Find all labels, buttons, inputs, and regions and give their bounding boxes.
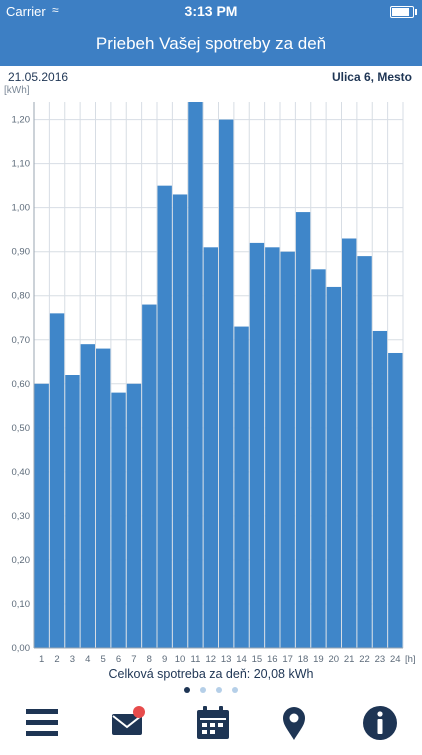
y-tick-label: 0,80 [12,291,31,302]
x-tick-label: 3 [70,654,75,665]
x-tick-label: 17 [282,654,293,665]
bar[interactable] [249,242,265,648]
x-tick-label: 21 [344,654,355,665]
status-bar: Carrier ≈ 3:13 PM [0,0,422,22]
bar[interactable] [126,383,142,648]
y-tick-label: 0,00 [12,643,31,654]
bar[interactable] [280,251,295,649]
calendar-icon [197,706,229,739]
x-tick-label: 7 [131,654,136,665]
bar[interactable] [265,247,280,648]
bar[interactable] [49,313,65,648]
tab-menu[interactable] [18,700,68,750]
tab-bar [0,700,422,750]
location-pin-icon [283,707,305,740]
x-tick-label: 10 [175,654,186,665]
x-tick-label: 5 [101,654,106,665]
battery-icon [390,6,417,18]
y-tick-label: 0,60 [12,379,31,390]
tab-info[interactable] [355,700,405,750]
x-tick-label: 13 [221,654,232,665]
wifi-icon: ≈ [52,3,59,17]
consumption-chart: 0,00 0,10 0,20 0,30 0,40 0,50 0,60 0,70 0,80 0,90… [12,102,416,665]
tab-calendar[interactable] [188,700,238,750]
nav-bar: Priebeh Vašej spotreby za deň [0,22,422,66]
x-tick-label: 14 [236,654,247,665]
bar[interactable] [234,326,249,648]
date-label: 21.05.2016 [8,70,69,84]
status-time: 3:13 PM [184,3,238,19]
page-title: Priebeh Vašej spotreby za deň [95,34,327,53]
tab-location[interactable] [269,700,319,750]
x-tick-label: 18 [298,654,309,665]
bar[interactable] [96,348,111,648]
mail-icon [112,706,145,735]
page-dot[interactable] [184,687,190,693]
page-indicator[interactable] [0,687,422,693]
bar[interactable] [357,256,372,648]
bar[interactable] [388,352,403,648]
y-tick-label: 0,70 [12,335,31,346]
x-tick-label: 20 [329,654,340,665]
bar[interactable] [326,286,341,648]
bar[interactable] [342,238,357,649]
x-tick-label: 15 [252,654,263,665]
bar[interactable] [34,383,49,648]
x-unit-label: [h] [405,654,416,665]
address-label: Ulica 6, Mesto [331,70,412,84]
x-tick-label: 9 [162,654,167,665]
bar[interactable] [80,344,95,648]
bar[interactable] [65,375,80,648]
x-tick-label: 23 [375,654,386,665]
bar[interactable] [219,119,234,648]
notification-badge [133,706,145,718]
bar[interactable] [295,212,311,649]
y-unit-label: [kWh] [4,85,30,96]
y-tick-label: 0,50 [12,423,31,434]
x-tick-label: 4 [85,654,90,665]
y-tick-label: 0,10 [12,599,31,610]
bar[interactable] [311,269,326,648]
bar[interactable] [372,330,388,648]
x-tick-label: 1 [39,654,44,665]
y-tick-label: 0,90 [12,247,31,258]
y-tick-label: 0,40 [12,467,31,478]
info-icon [363,706,397,740]
x-tick-label: 8 [147,654,152,665]
page-dot[interactable] [216,687,222,693]
page-dot[interactable] [232,687,238,693]
x-tick-label: 11 [191,654,201,665]
bar[interactable] [157,185,172,648]
y-tick-label: 1,00 [12,203,31,214]
y-tick-label: 1,20 [12,115,31,126]
bar[interactable] [172,194,188,648]
y-tick-label: 0,30 [12,511,31,522]
y-tick-label: 1,10 [12,159,31,170]
bar[interactable] [203,247,218,648]
x-tick-label: 19 [313,654,324,665]
x-tick-label: 16 [267,654,278,665]
bar[interactable] [188,102,203,648]
x-tick-label: 22 [359,654,370,665]
y-tick-label: 0,20 [12,555,31,566]
x-tick-label: 12 [206,654,217,665]
menu-icon [26,709,58,736]
page-dot[interactable] [200,687,206,693]
bar[interactable] [111,392,126,648]
tab-messages[interactable] [103,700,153,750]
x-tick-label: 6 [116,654,121,665]
x-tick-label: 2 [54,654,59,665]
carrier-label: Carrier [6,4,46,19]
x-tick-label: 24 [390,654,401,665]
bar[interactable] [142,304,157,648]
daily-total: Celková spotreba za deň: 20,08 kWh [108,667,314,681]
